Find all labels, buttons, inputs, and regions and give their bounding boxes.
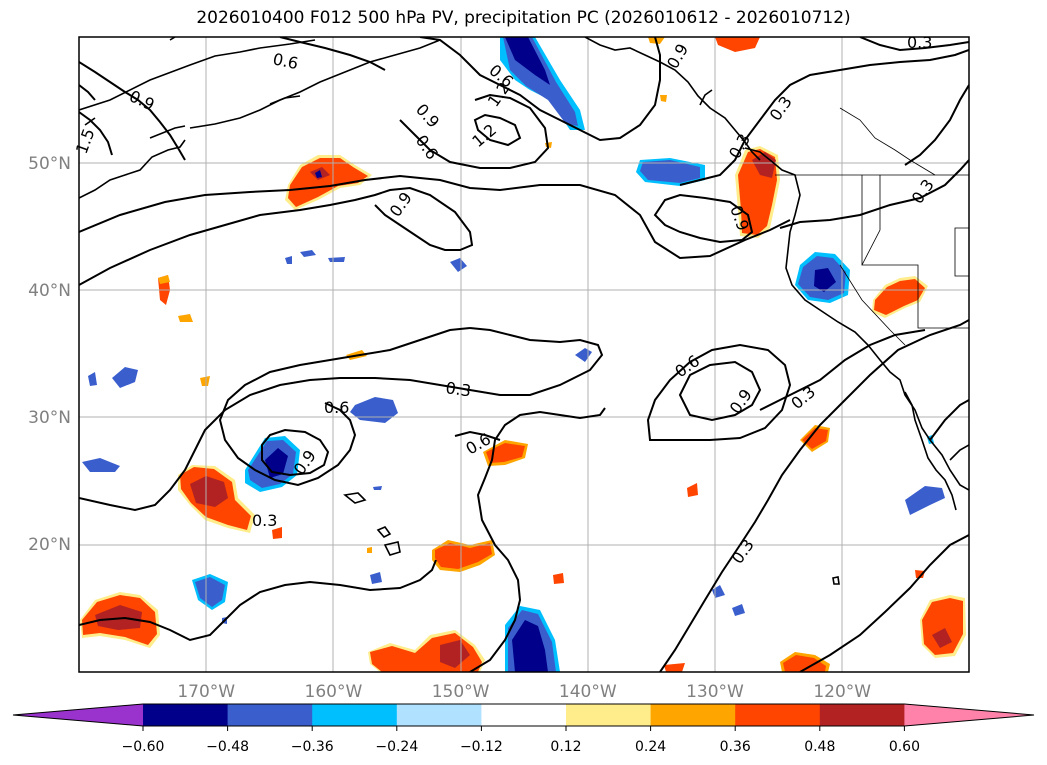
- colorbar-segment: [312, 704, 398, 726]
- colorbar-tick-label: 0.36: [720, 739, 751, 755]
- contour-label: 0.6: [271, 49, 300, 73]
- longitude-labels: 170°W 160°W 150°W 140°W 130°W 120°W: [177, 682, 871, 702]
- latitude-label: 40°N: [28, 281, 71, 301]
- graticule: [79, 37, 969, 672]
- contour-label: 0.3: [252, 511, 277, 530]
- longitude-label: 130°W: [686, 682, 744, 702]
- longitude-label: 120°W: [813, 682, 871, 702]
- latitude-labels: 50°N 40°N 30°N 20°N: [28, 154, 71, 555]
- colorbar-extension-min: [13, 704, 143, 726]
- longitude-label: 160°W: [305, 682, 363, 702]
- latitude-label: 30°N: [28, 408, 71, 428]
- colorbar-segment: [735, 704, 821, 726]
- colorbar-tick-label: 0.60: [889, 739, 920, 755]
- coastlines: [79, 37, 969, 585]
- contour-label: 0.6: [324, 398, 349, 417]
- colorbar-tick-label: −0.24: [375, 739, 418, 755]
- map-background: [79, 37, 969, 672]
- colorbar-tick-label: 0.48: [804, 739, 835, 755]
- longitude-label: 150°W: [432, 682, 490, 702]
- map-title: 2026010400 F012 500 hPa PV, precipitatio…: [196, 8, 851, 28]
- colorbar-tick-label: 0.24: [635, 739, 666, 755]
- colorbar-extension-max: [904, 704, 1034, 726]
- colorbar-segment: [481, 704, 567, 726]
- contour-label: 0.3: [907, 33, 932, 52]
- colorbar-tick-label: −0.60: [122, 739, 165, 755]
- map-frame: [78, 36, 970, 673]
- colorbar-segment: [650, 704, 736, 726]
- colorbar-segment: [396, 704, 482, 726]
- colorbar-tick-label: 0.12: [550, 739, 581, 755]
- colorbar-segment: [819, 704, 905, 726]
- contour-label: 0.3: [444, 378, 472, 400]
- colorbar-segment: [566, 704, 652, 726]
- longitude-label: 170°W: [177, 682, 235, 702]
- colorbar-segment: [227, 704, 313, 726]
- colorbar-tick-label: −0.48: [206, 739, 249, 755]
- colorbar-tick-label: −0.12: [460, 739, 503, 755]
- latitude-label: 50°N: [28, 154, 71, 174]
- colorbar: −0.60 −0.48 −0.36 −0.24 −0.12 0.12 0.24 0.36 0.4…: [12, 703, 1035, 755]
- colorbar-segment: [143, 704, 229, 726]
- positive-precip-areas: [80, 37, 966, 672]
- pv-contours: [79, 37, 969, 672]
- latitude-label: 20°N: [28, 535, 71, 555]
- longitude-label: 140°W: [559, 682, 617, 702]
- colorbar-tick-label: −0.36: [291, 739, 334, 755]
